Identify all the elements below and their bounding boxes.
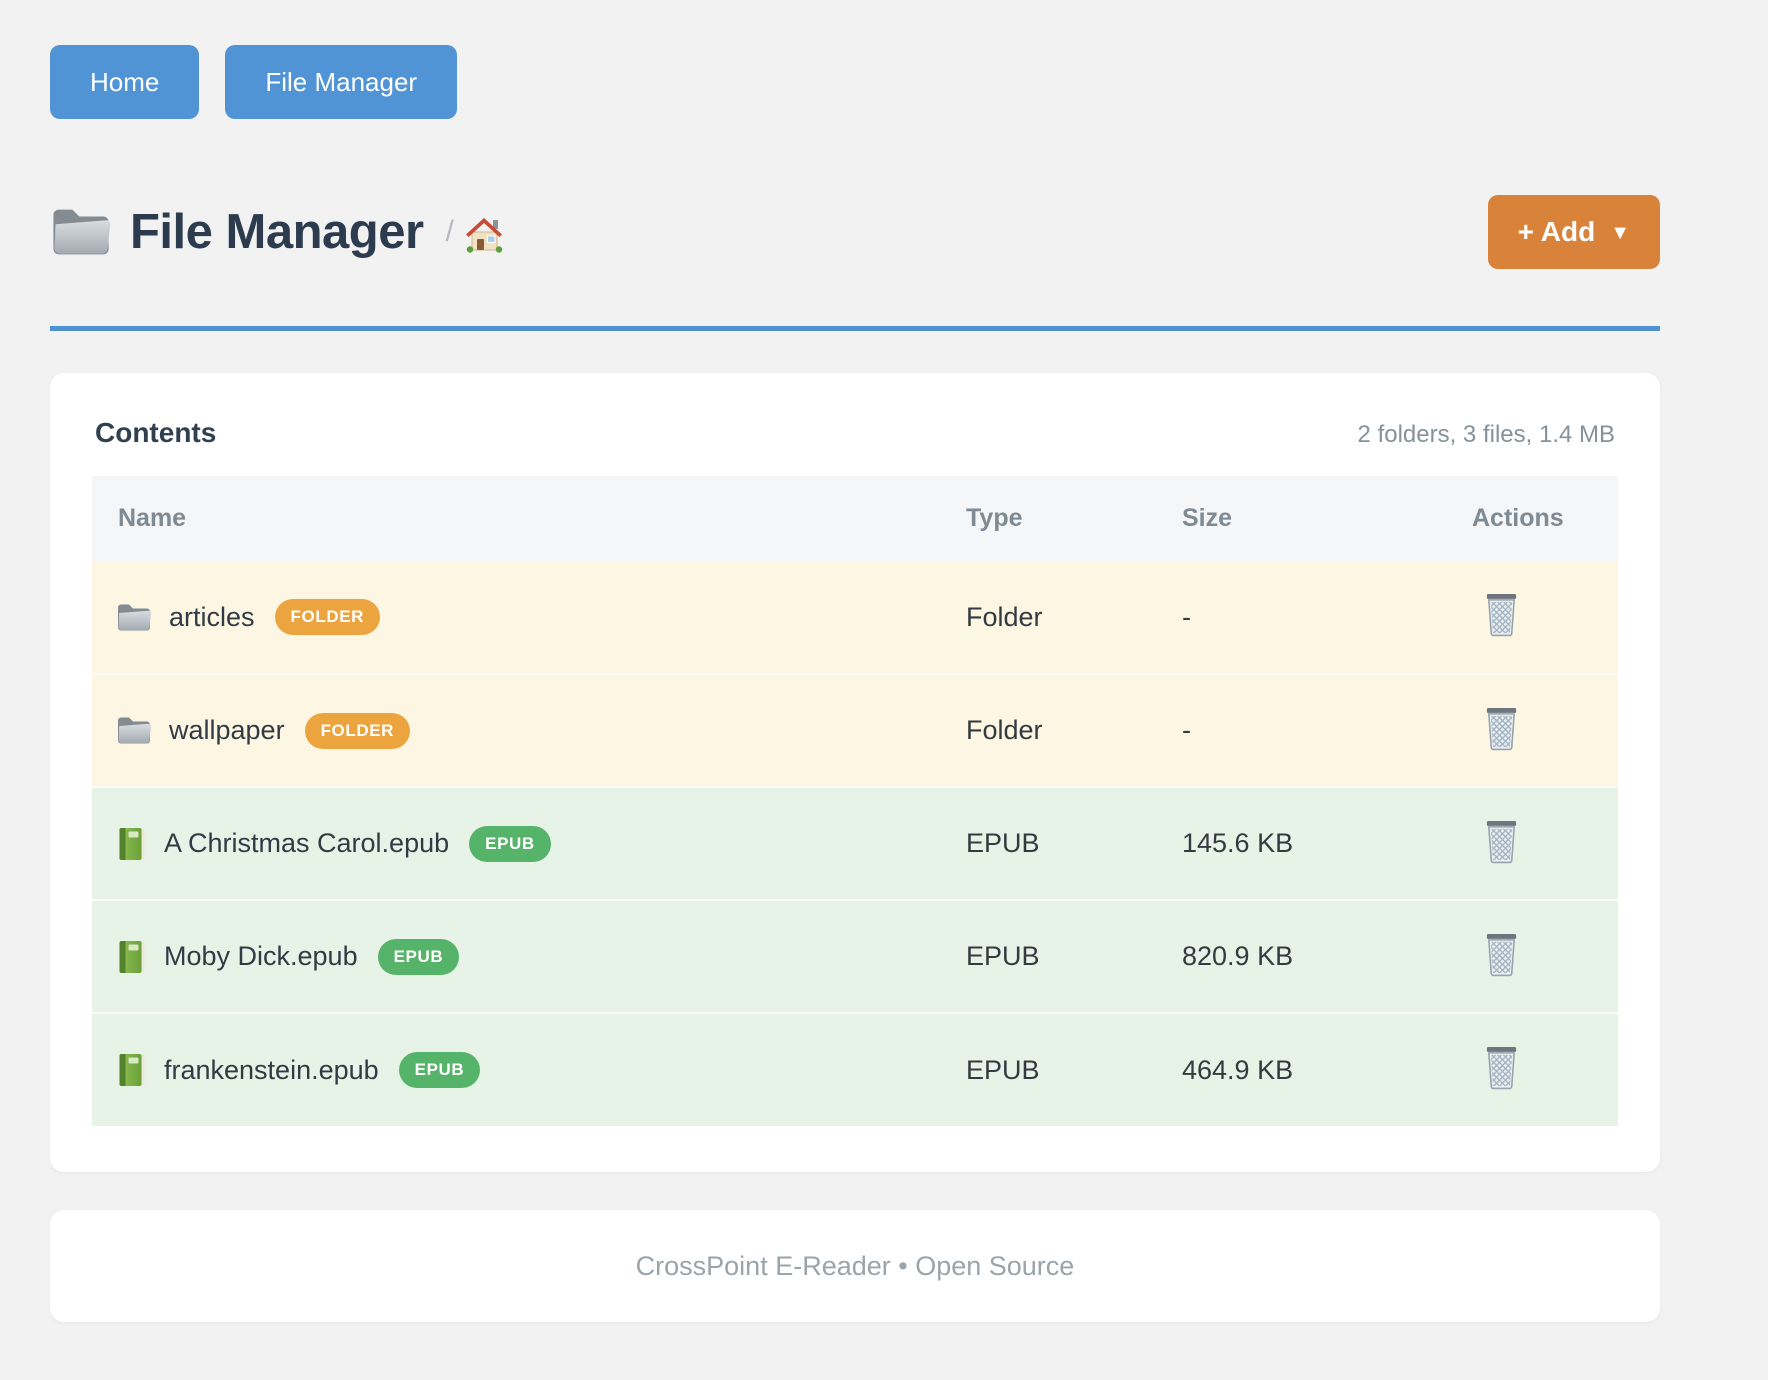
- footer-text: CrossPoint E-Reader • Open Source: [635, 1250, 1075, 1281]
- table-row[interactable]: A Christmas Carol.epub EPUB EPUB 145.6 K…: [92, 786, 1618, 900]
- file-size: 145.6 KB: [1182, 786, 1472, 900]
- column-header-name: Name: [92, 476, 966, 561]
- folder-icon: [116, 715, 152, 746]
- type-badge: FOLDER: [274, 599, 381, 635]
- file-name: frankenstein.epub: [164, 1054, 379, 1085]
- type-badge: EPUB: [469, 825, 551, 862]
- book-icon: [116, 940, 147, 974]
- page: Home File Manager File Manager / + Add ▼…: [50, 45, 1660, 1322]
- trash-icon: [1482, 706, 1521, 751]
- delete-button[interactable]: [1482, 592, 1521, 637]
- header-divider: [50, 326, 1660, 331]
- file-size: -: [1182, 561, 1472, 674]
- page-header: File Manager / + Add ▼: [50, 195, 1660, 269]
- table-row[interactable]: Moby Dick.epub EPUB EPUB 820.9 KB: [92, 899, 1618, 1013]
- trash-icon: [1482, 592, 1521, 637]
- footer: CrossPoint E-Reader • Open Source: [50, 1210, 1660, 1322]
- table-row[interactable]: wallpaper FOLDER Folder -: [92, 673, 1618, 787]
- delete-button[interactable]: [1482, 1045, 1521, 1090]
- file-size: 464.9 KB: [1182, 1012, 1472, 1126]
- file-type: Folder: [966, 561, 1182, 674]
- contents-title: Contents: [95, 417, 217, 448]
- table-row[interactable]: frankenstein.epub EPUB EPUB 464.9 KB: [92, 1012, 1618, 1126]
- contents-summary: 2 folders, 3 files, 1.4 MB: [1357, 421, 1615, 448]
- file-name-cell: A Christmas Carol.epub EPUB: [92, 825, 966, 862]
- folder-icon: [50, 205, 112, 259]
- file-name: wallpaper: [169, 715, 285, 745]
- file-name-cell: articles FOLDER: [92, 599, 966, 635]
- column-header-type: Type: [966, 476, 1182, 561]
- add-button-label: + Add: [1517, 216, 1596, 247]
- file-name: A Christmas Carol.epub: [164, 828, 450, 858]
- file-size: 820.9 KB: [1182, 899, 1472, 1013]
- contents-card: Contents 2 folders, 3 files, 1.4 MB Name…: [50, 373, 1660, 1172]
- file-name-cell: frankenstein.epub EPUB: [92, 1052, 966, 1088]
- trash-icon: [1482, 819, 1521, 864]
- type-badge: FOLDER: [304, 712, 411, 749]
- home-icon[interactable]: [464, 216, 504, 254]
- delete-button[interactable]: [1482, 932, 1521, 977]
- files-table: Name Type Size Actions articles FOLDER F…: [92, 476, 1618, 1126]
- type-badge: EPUB: [377, 938, 460, 975]
- file-type: Folder: [966, 673, 1182, 787]
- delete-button[interactable]: [1482, 706, 1521, 751]
- book-icon: [116, 827, 147, 861]
- file-size: -: [1182, 673, 1472, 787]
- breadcrumb-separator: /: [445, 215, 454, 248]
- nav-file-manager-button[interactable]: File Manager: [225, 45, 458, 119]
- page-title: File Manager: [130, 205, 424, 259]
- table-row[interactable]: articles FOLDER Folder -: [92, 561, 1618, 674]
- file-name-cell: Moby Dick.epub EPUB: [92, 938, 966, 975]
- book-icon: [116, 1053, 147, 1087]
- contents-card-head: Contents 2 folders, 3 files, 1.4 MB: [92, 417, 1618, 449]
- column-header-actions: Actions: [1472, 476, 1618, 561]
- top-nav: Home File Manager: [50, 45, 1660, 119]
- folder-icon: [116, 602, 152, 633]
- file-type: EPUB: [966, 786, 1182, 900]
- type-badge: EPUB: [398, 1052, 481, 1088]
- file-name: articles: [169, 601, 255, 632]
- column-header-size: Size: [1182, 476, 1472, 561]
- trash-icon: [1482, 1045, 1521, 1090]
- file-type: EPUB: [966, 899, 1182, 1013]
- nav-home-button[interactable]: Home: [50, 45, 200, 119]
- delete-button[interactable]: [1482, 819, 1521, 864]
- table-body: articles FOLDER Folder - wallpaper FOLDE…: [92, 561, 1618, 1126]
- add-button[interactable]: + Add ▼: [1487, 195, 1660, 269]
- table-header-row: Name Type Size Actions: [92, 476, 1618, 561]
- title-group: File Manager /: [50, 204, 504, 260]
- trash-icon: [1482, 932, 1521, 977]
- file-name-cell: wallpaper FOLDER: [92, 712, 966, 749]
- file-type: EPUB: [966, 1012, 1182, 1126]
- chevron-down-icon: ▼: [1610, 221, 1630, 244]
- file-name: Moby Dick.epub: [164, 941, 358, 971]
